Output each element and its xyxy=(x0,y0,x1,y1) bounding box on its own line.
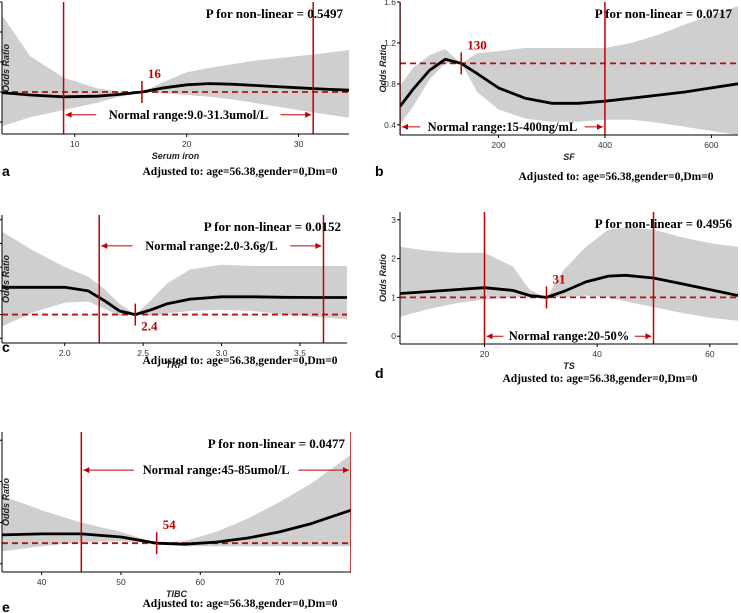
adjusted-caption: Adjusted to: age=56.38,gender=0,Dm=0 xyxy=(142,166,337,178)
p-value-text: P for non-linear = 0.4956 xyxy=(595,216,733,231)
confidence-band xyxy=(2,454,351,552)
p-value-text: P for non-linear = 0.0477 xyxy=(208,436,346,451)
plot-area xyxy=(2,432,351,572)
x-tick-label: 200 xyxy=(491,140,505,150)
arrowhead-left xyxy=(101,242,108,249)
x-tick-label: 60 xyxy=(196,577,206,587)
y-tick-label: 3 xyxy=(391,215,396,225)
or-curve xyxy=(2,82,349,99)
x-tick-label: 600 xyxy=(704,140,718,150)
p-value-text: P for non-linear = 0.0152 xyxy=(204,219,341,234)
arrowhead-left xyxy=(65,111,72,118)
x-tick-label: 20 xyxy=(182,139,192,149)
panel-letter: a xyxy=(2,163,10,179)
x-tick-label: 70 xyxy=(275,577,285,587)
ref-value-label: 16 xyxy=(148,66,162,81)
panel-letter: c xyxy=(2,339,10,355)
arrowhead-left xyxy=(486,333,493,340)
confidence-band xyxy=(400,6,738,135)
x-axis-label: TIBC xyxy=(166,589,187,599)
panel-letter: d xyxy=(375,365,384,381)
arrowhead-right xyxy=(596,123,603,130)
arrowhead-right xyxy=(343,467,349,474)
x-tick-label: 20 xyxy=(480,349,490,359)
x-tick-label: 2.5 xyxy=(137,348,149,358)
x-tick-label: 400 xyxy=(598,140,612,150)
y-tick-label: 1 xyxy=(391,292,396,302)
adjusted-caption: Adjusted to: age=56.38,gender=0,Dm=0 xyxy=(502,373,697,385)
plot-area xyxy=(400,212,738,344)
x-tick-label: 3.0 xyxy=(216,348,228,358)
x-tick-label: 60 xyxy=(705,349,715,359)
y-axis-label: Odds Ratio xyxy=(1,255,11,304)
arrowhead-right xyxy=(645,333,652,340)
or-curve xyxy=(400,273,738,299)
x-tick-label: 2.0 xyxy=(59,348,71,358)
y-tick-label: 1.6 xyxy=(384,0,396,7)
panel-c: Normal range:2.0-3.6g/L 2.4 P for non-line… xyxy=(0,215,347,370)
panel-b: Normal range:15-400ng/mL 130 P for non-lin… xyxy=(375,0,738,183)
confidence-band xyxy=(2,15,349,127)
normal-range-label: Normal range:2.0-3.6g/L xyxy=(145,239,277,253)
y-axis-label: Odds Ratio xyxy=(378,44,388,93)
p-value-text: P for non-linear = 0.0717 xyxy=(595,6,733,21)
y-tick-label: 0.8 xyxy=(384,79,396,89)
y-tick-label: 2 xyxy=(391,254,396,264)
x-axis-label: SF xyxy=(563,152,575,162)
adjusted-caption: Adjusted to: age=56.38,gender=0,Dm=0 xyxy=(518,171,713,183)
panel-letter: e xyxy=(2,599,10,613)
x-tick-label: 10 xyxy=(70,139,80,149)
plot-area xyxy=(2,215,347,343)
ref-value-label: 2.4 xyxy=(141,319,158,334)
normal-range-label: Normal range:15-400ng/mL xyxy=(428,120,578,134)
arrowhead-right xyxy=(315,242,322,249)
x-axis-label: TRF xyxy=(166,360,184,370)
x-tick-label: 50 xyxy=(116,577,126,587)
plot-area xyxy=(2,2,349,134)
panel-letter: b xyxy=(375,163,384,179)
panel-e: Normal range:45-85umol/L 54 P for non-line… xyxy=(0,432,351,613)
y-axis-label: Odds Ratio xyxy=(1,44,11,93)
plot-area xyxy=(400,2,738,135)
normal-range-label: Normal range:45-85umol/L xyxy=(143,463,290,477)
x-tick-label: 40 xyxy=(37,577,47,587)
or-curve xyxy=(2,508,351,546)
ref-value-label: 31 xyxy=(552,271,565,286)
confidence-band xyxy=(400,227,738,321)
confidence-band xyxy=(2,231,347,327)
x-axis-label: Serum iron xyxy=(152,151,200,161)
arrowhead-right xyxy=(305,111,312,118)
y-tick-label: 0.4 xyxy=(384,120,396,130)
adjusted-caption: Adjusted to: age=56.38,gender=0,Dm=0 xyxy=(142,355,337,367)
ref-value-label: 54 xyxy=(163,517,177,532)
y-tick-label: 1.2 xyxy=(384,38,396,48)
panel-a: Normal range:9.0-31.3umol/L 16 P for non-l… xyxy=(0,1,349,179)
x-tick-label: 3.5 xyxy=(294,348,306,358)
panel-d: Normal range:20-50%31P for non-linear = … xyxy=(375,212,738,385)
y-axis-label: Odds Ratio xyxy=(378,254,388,303)
or-curve xyxy=(2,285,347,316)
ref-value-label: 130 xyxy=(467,37,487,52)
y-axis-label: Odds Ratio xyxy=(1,478,11,527)
y-tick-label: 0 xyxy=(391,331,396,341)
adjusted-caption: Adjusted to: age=56.38,gender=0,Dm=0 xyxy=(142,598,337,610)
arrowhead-left xyxy=(83,467,90,474)
p-value-text: P for non-linear = 0.5497 xyxy=(206,6,344,21)
normal-range-label: Normal range:9.0-31.3umol/L xyxy=(109,108,268,122)
x-tick-label: 30 xyxy=(294,139,304,149)
arrowhead-left xyxy=(402,123,408,130)
x-axis-label: TS xyxy=(563,361,575,371)
x-tick-label: 40 xyxy=(592,349,602,359)
or-curve xyxy=(400,57,738,108)
normal-range-label: Normal range:20-50% xyxy=(509,329,629,343)
